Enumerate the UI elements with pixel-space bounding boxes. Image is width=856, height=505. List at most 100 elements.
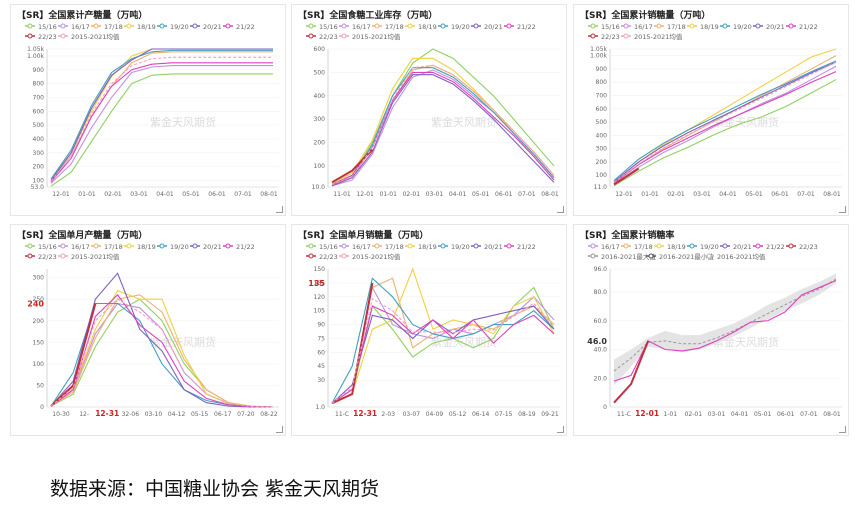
x-tick-label: 12-01 bbox=[635, 409, 659, 418]
resize-handle-icon[interactable] bbox=[557, 426, 564, 433]
series-line-1920 bbox=[50, 49, 273, 180]
y-tick-label: 120 bbox=[314, 294, 326, 301]
legend-item: 21/22 bbox=[504, 23, 536, 31]
y-tick-label: 0 bbox=[603, 404, 607, 411]
y-tick-label: 800 bbox=[33, 81, 45, 88]
y-tick-label: 500 bbox=[33, 122, 45, 129]
legend-item: 17/18 bbox=[91, 23, 123, 31]
y-tick-label: 100 bbox=[33, 177, 45, 184]
legend-item: 15/16 bbox=[588, 23, 620, 31]
legend-item: 20/21 bbox=[190, 23, 222, 31]
watermark: 紫金天风期货 bbox=[713, 335, 779, 349]
resize-handle-icon[interactable] bbox=[276, 426, 283, 433]
series-line-1920 bbox=[50, 302, 274, 408]
y-tick-label: 45 bbox=[317, 363, 325, 370]
series-line-20152021 bbox=[50, 56, 273, 182]
series-line-1617 bbox=[50, 65, 273, 184]
chart-title: 【SR】全国单月销糖量（万吨） bbox=[298, 231, 429, 241]
legend-item: 22/23 bbox=[25, 33, 57, 41]
y-tick-label: 900 bbox=[596, 66, 608, 73]
x-tick-label: 02-01 bbox=[104, 191, 122, 198]
x-tick-label: 07-01 bbox=[518, 191, 536, 198]
legend-label: 2015-2021均值 bbox=[352, 32, 401, 41]
series-line-2223 bbox=[613, 340, 650, 404]
legend-item: 2016-2021均值 bbox=[704, 252, 766, 261]
legend-marker bbox=[590, 23, 596, 29]
legend-marker bbox=[308, 243, 314, 249]
x-tick-label: 04-01 bbox=[719, 191, 737, 198]
legend-item: 18/19 bbox=[124, 23, 156, 31]
legend-marker bbox=[788, 23, 794, 29]
legend-marker bbox=[407, 243, 413, 249]
legend-item: 21/22 bbox=[504, 243, 536, 251]
x-tick-label: 07-01 bbox=[800, 411, 818, 418]
chart-panel-monthly-production: 【SR】全国单月产糖量（万吨） 15/16 16/17 17/18 18/19 19/20… bbox=[10, 224, 286, 436]
x-tick-label: 03-01 bbox=[708, 411, 726, 418]
series-line-2122 bbox=[613, 71, 837, 184]
legend-item: 18/19 bbox=[405, 23, 437, 31]
legend-marker bbox=[590, 253, 596, 259]
series-line-20152021 bbox=[613, 61, 837, 183]
x-tick-label: 07-01 bbox=[797, 191, 815, 198]
legend-label: 20/21 bbox=[766, 23, 785, 31]
legend-marker bbox=[473, 23, 479, 29]
resize-handle-icon[interactable] bbox=[557, 206, 564, 213]
legend-item: 17/18 bbox=[621, 243, 653, 251]
legend-label: 2016-2021最小值 bbox=[659, 252, 714, 261]
y-tick-label: 800 bbox=[596, 79, 608, 86]
y-tick-label: 90 bbox=[317, 322, 325, 329]
series-line-2122 bbox=[613, 279, 837, 382]
legend-label: 15/16 bbox=[38, 243, 57, 251]
y-tick-label: 80.0 bbox=[594, 289, 608, 296]
legend-marker bbox=[27, 23, 33, 29]
chart-title: 【SR】全国单月产糖量（万吨） bbox=[17, 231, 148, 241]
legend-item: 16/17 bbox=[58, 23, 90, 31]
legend-item: 21/22 bbox=[223, 243, 255, 251]
legend-label: 15/16 bbox=[319, 23, 338, 31]
y-tick-label: 500 bbox=[596, 119, 608, 126]
legend-marker bbox=[308, 33, 314, 39]
resize-handle-icon[interactable] bbox=[839, 426, 846, 433]
legend-label: 19/20 bbox=[170, 243, 189, 251]
y-tick-label: 135 bbox=[314, 280, 326, 287]
y-tick-label: 50 bbox=[36, 382, 44, 389]
legend-label: 21/22 bbox=[799, 23, 818, 31]
legend-marker bbox=[341, 23, 347, 29]
x-tick-label: 12-01 bbox=[52, 191, 70, 198]
legend-label: 17/18 bbox=[385, 23, 404, 31]
resize-handle-icon[interactable] bbox=[276, 206, 283, 213]
x-tick-label: 06-01 bbox=[777, 411, 795, 418]
legend-marker bbox=[225, 243, 231, 249]
y-tick-label: 300 bbox=[596, 146, 608, 153]
series-line-1920 bbox=[613, 60, 837, 181]
legend-item: 2016-2021最小值 bbox=[646, 252, 714, 261]
legend-item: 16/17 bbox=[58, 243, 90, 251]
legend-item: 21/22 bbox=[223, 23, 255, 31]
legend-marker bbox=[308, 253, 314, 259]
series-line-2021 bbox=[331, 305, 555, 404]
y-tick-label: 60.0 bbox=[594, 318, 608, 325]
series-line-1718 bbox=[613, 55, 837, 184]
y-tick-label: 700 bbox=[33, 94, 45, 101]
y-tick-label: 300 bbox=[33, 275, 45, 282]
legend-label: 18/19 bbox=[667, 243, 686, 251]
y-tick-label: 300 bbox=[314, 116, 326, 123]
legend-item: 19/20 bbox=[438, 243, 470, 251]
legend-marker bbox=[590, 243, 596, 249]
legend-label: 22/23 bbox=[319, 33, 338, 41]
legend-label: 16/17 bbox=[601, 243, 620, 251]
y-tick-label: 600 bbox=[33, 108, 45, 115]
legend-label: 20/21 bbox=[203, 23, 222, 31]
legend-label: 18/19 bbox=[700, 23, 719, 31]
y-tick-label: 75 bbox=[317, 335, 325, 342]
series-line-1920 bbox=[331, 67, 555, 186]
y-tick-label: 300 bbox=[33, 150, 45, 157]
x-tick-label: 04-12 bbox=[168, 411, 186, 418]
legend-item: 19/20 bbox=[157, 23, 189, 31]
resize-handle-icon[interactable] bbox=[839, 206, 846, 213]
y-tick-label: 1.00k bbox=[27, 53, 44, 60]
legend-item: 15/16 bbox=[306, 23, 338, 31]
legend-marker bbox=[656, 243, 662, 249]
legend-marker bbox=[722, 243, 728, 249]
legend-label: 22/23 bbox=[38, 33, 57, 41]
